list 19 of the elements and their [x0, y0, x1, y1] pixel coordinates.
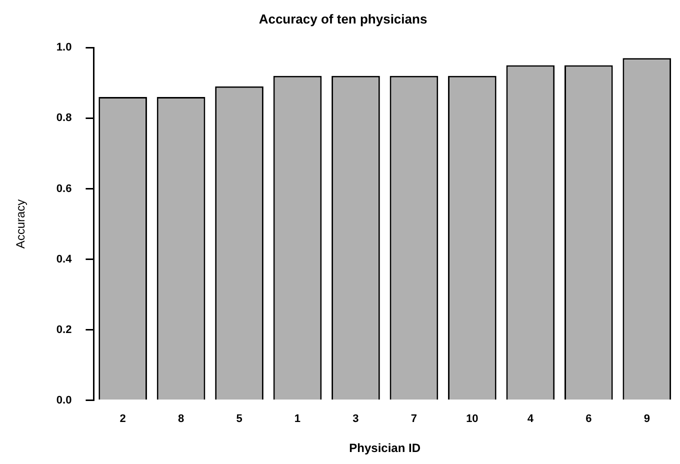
x-tick-label: 3	[352, 413, 359, 426]
y-tick-label: 0.8	[56, 112, 72, 124]
y-axis-title: Accuracy	[14, 199, 28, 249]
x-axis-title: Physician ID	[349, 441, 421, 456]
chart-title: Accuracy of ten physicians	[258, 11, 428, 26]
y-tick-label: 0.0	[56, 394, 72, 406]
x-tick-label: 6	[586, 413, 592, 426]
x-tick-label: 2	[120, 413, 126, 426]
x-tick-label: 10	[466, 413, 478, 426]
x-tick-label: 8	[178, 413, 184, 426]
x-tick-label: 5	[236, 413, 242, 426]
x-tick-label: 9	[644, 413, 650, 426]
y-tick-label: 1.0	[56, 42, 72, 54]
y-tick-label: 0.4	[56, 253, 73, 266]
y-tick-label: 0.2	[56, 324, 72, 336]
x-tick-label: 4	[527, 413, 534, 426]
x-tick-label: 1	[294, 413, 301, 426]
x-tick-label: 7	[410, 413, 418, 426]
y-tick-label: 0.6	[56, 182, 72, 195]
